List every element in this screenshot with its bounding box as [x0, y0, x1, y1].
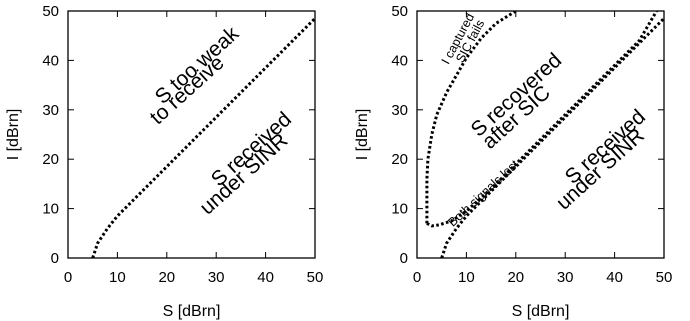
y-tick-label: 50	[391, 3, 408, 20]
y-tick-label: 30	[391, 102, 408, 119]
x-tick-label: 20	[507, 269, 524, 286]
x-tick-label: 40	[257, 269, 274, 286]
y-tick-label: 10	[391, 201, 408, 218]
y-tick-label: 30	[42, 102, 59, 119]
boundary-curve-1	[91, 17, 315, 258]
x-axis-label: S [dBrn]	[512, 303, 570, 320]
y-tick-label: 40	[391, 52, 408, 69]
x-tick-label: 0	[64, 269, 72, 286]
y-tick-label: 0	[400, 250, 408, 267]
y-tick-label: 10	[42, 201, 59, 218]
x-tick-label: 0	[413, 269, 421, 286]
x-tick-label: 30	[557, 269, 574, 286]
x-tick-label: 50	[656, 269, 673, 286]
plot-frame	[416, 10, 665, 259]
x-tick-label: 20	[158, 269, 175, 286]
y-tick-label: 40	[42, 52, 59, 69]
region-annotation: Both signals lost	[445, 157, 522, 230]
x-tick-label: 50	[307, 269, 324, 286]
y-tick-label: 20	[42, 151, 59, 168]
x-tick-label: 10	[109, 269, 126, 286]
x-tick-label: 30	[208, 269, 225, 286]
x-axis-label: S [dBrn]	[163, 303, 221, 320]
boundary-curve-1	[425, 11, 517, 224]
plot-frame	[67, 10, 316, 259]
y-tick-label: 0	[51, 250, 59, 267]
boundary-curve-3	[440, 17, 664, 258]
y-axis-label: I [dBrn]	[354, 109, 371, 161]
boundary-curve-2	[426, 11, 658, 228]
y-tick-label: 50	[42, 3, 59, 20]
x-tick-label: 40	[606, 269, 623, 286]
x-tick-label: 10	[458, 269, 475, 286]
y-axis-label: I [dBrn]	[5, 109, 22, 161]
y-tick-label: 20	[391, 151, 408, 168]
